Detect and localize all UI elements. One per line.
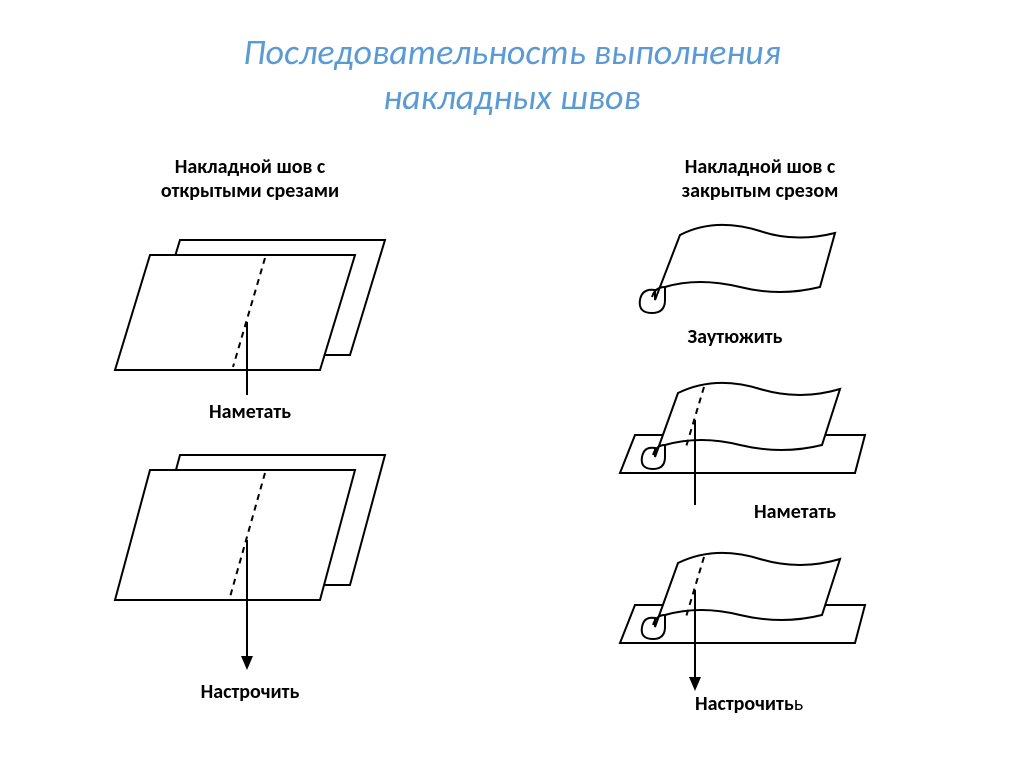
title-line-2: накладных швов bbox=[383, 75, 641, 119]
left-step2-label: Настрочить bbox=[165, 680, 335, 704]
left-step1-diagram bbox=[95, 230, 405, 400]
left-step1-label: Наметать bbox=[175, 400, 325, 424]
right-step3-label-suffix: ь bbox=[794, 692, 803, 716]
left-heading: Накладной шов с открытыми срезами bbox=[120, 155, 380, 203]
left-heading-line-2: открытыми срезами bbox=[161, 179, 339, 203]
page-title: Последовательность выполнения накладных … bbox=[0, 30, 1024, 120]
arrow-head-icon bbox=[241, 656, 253, 670]
right-heading-line-1: Накладной шов с bbox=[685, 155, 836, 179]
left-heading-line-1: Накладной шов с bbox=[175, 155, 326, 179]
right-step1-label: Заутюжить bbox=[660, 325, 810, 349]
right-heading-line-2: закрытым срезом bbox=[682, 179, 839, 203]
right-step3-label-main: Настрочить bbox=[695, 692, 794, 716]
folded-fabric bbox=[640, 225, 835, 313]
arrow-head-icon bbox=[689, 677, 701, 691]
right-step2-label: Наметать bbox=[720, 500, 870, 524]
right-step2-diagram bbox=[600, 365, 880, 515]
right-step3-diagram bbox=[600, 535, 880, 695]
left-step2-diagram bbox=[95, 445, 405, 675]
right-heading: Накладной шов с закрытым срезом bbox=[630, 155, 890, 203]
slide: Последовательность выполнения накладных … bbox=[0, 0, 1024, 768]
front-sheet bbox=[115, 255, 355, 370]
right-step1-diagram bbox=[620, 215, 850, 325]
title-line-1: Последовательность выполнения bbox=[243, 30, 781, 74]
right-step3-label: Настрочитьь bbox=[665, 692, 895, 716]
